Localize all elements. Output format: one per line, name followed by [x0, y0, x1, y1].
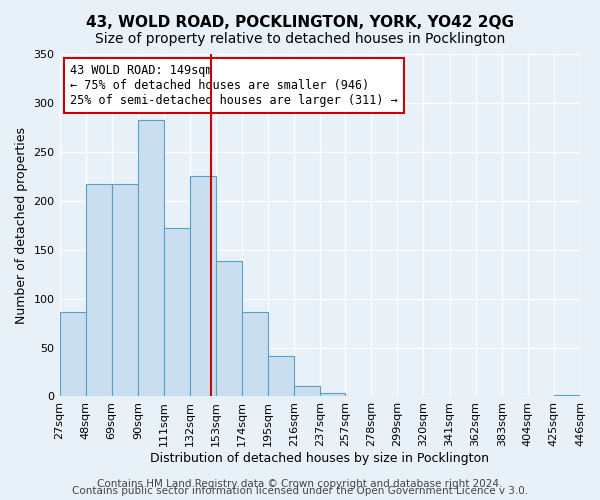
Bar	[320, 392, 345, 396]
Text: Size of property relative to detached houses in Pocklington: Size of property relative to detached ho…	[95, 32, 505, 46]
Text: 43, WOLD ROAD, POCKLINGTON, YORK, YO42 2QG: 43, WOLD ROAD, POCKLINGTON, YORK, YO42 2…	[86, 15, 514, 30]
Bar	[242, 312, 268, 396]
Bar	[216, 262, 242, 396]
Bar	[190, 176, 216, 396]
Bar	[164, 228, 190, 396]
Bar	[138, 120, 164, 396]
Bar	[86, 184, 112, 396]
Bar	[295, 386, 320, 396]
Text: Contains HM Land Registry data © Crown copyright and database right 2024.: Contains HM Land Registry data © Crown c…	[97, 479, 503, 489]
Text: 43 WOLD ROAD: 149sqm
← 75% of detached houses are smaller (946)
25% of semi-deta: 43 WOLD ROAD: 149sqm ← 75% of detached h…	[70, 64, 398, 108]
Bar	[268, 356, 295, 397]
Bar	[112, 184, 138, 396]
Y-axis label: Number of detached properties: Number of detached properties	[15, 126, 28, 324]
Text: Contains public sector information licensed under the Open Government Licence v : Contains public sector information licen…	[72, 486, 528, 496]
Bar	[59, 312, 86, 396]
X-axis label: Distribution of detached houses by size in Pocklington: Distribution of detached houses by size …	[150, 452, 489, 465]
